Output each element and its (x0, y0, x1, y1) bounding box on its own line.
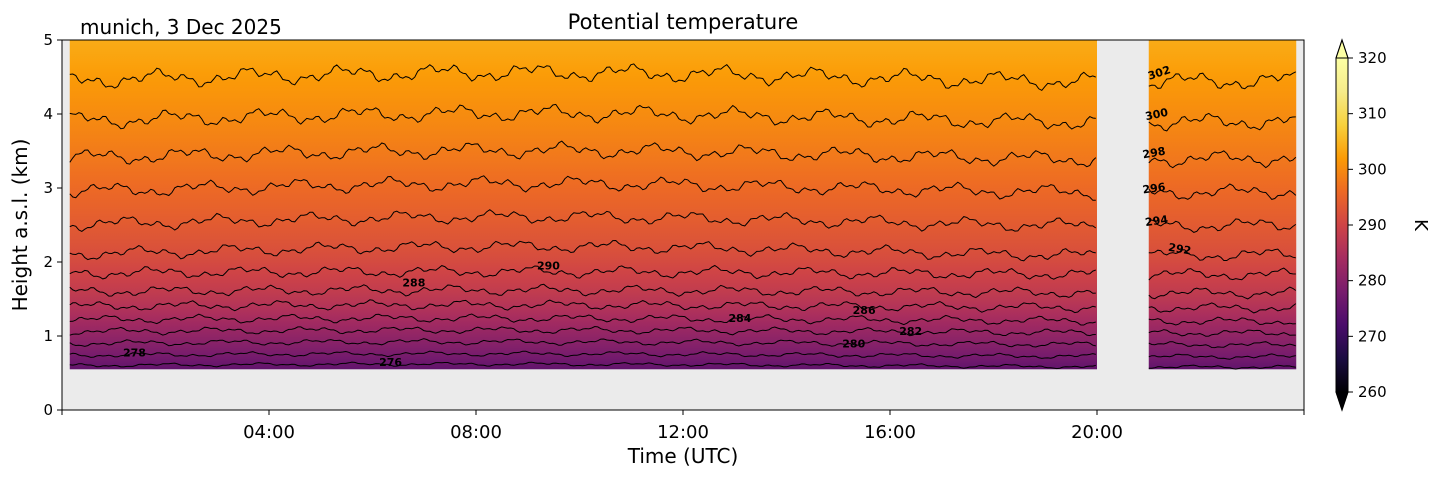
contour-line-290 (1148, 267, 1296, 281)
data-segment-1 (69, 40, 1098, 370)
contour-label-296: 296 (1142, 180, 1167, 196)
contour-line-288 (1148, 286, 1297, 300)
y-tick-label: 5 (43, 31, 53, 49)
y-tick-label: 3 (43, 179, 53, 197)
contour-line-302 (69, 63, 1096, 92)
contour-line-300 (1148, 112, 1296, 132)
data-segment-2 (1148, 40, 1297, 370)
contour-line-288 (69, 283, 1096, 299)
contour-label-294: 294 (1144, 213, 1169, 229)
contour-lines (69, 63, 1297, 370)
contour-line-276 (69, 361, 1096, 370)
contour-label-288: 288 (402, 277, 425, 290)
colorbar-label: K (1410, 219, 1429, 232)
contour-line-302 (1148, 71, 1297, 90)
x-tick-label: 08:00 (450, 422, 502, 443)
contour-line-282 (69, 325, 1096, 337)
y-tick-label: 1 (43, 327, 53, 345)
data-segments (69, 40, 1297, 370)
contour-line-294 (1148, 218, 1297, 233)
contour-line-292 (1148, 248, 1296, 261)
x-tick-label: 12:00 (657, 422, 709, 443)
contour-label-280: 280 (842, 337, 865, 350)
colorbar-tick-label: 320 (1358, 49, 1387, 67)
colorbar-extend-max (1335, 38, 1349, 59)
colorbar-ticks: 260 270 280 290 300 310 320 (1348, 49, 1387, 401)
colorbar-gradient (1336, 58, 1348, 392)
contour-line-298 (1148, 150, 1297, 169)
contour-label-290: 290 (537, 260, 560, 273)
contour-line-280 (1148, 341, 1296, 349)
colorbar: 260 270 280 290 300 310 320 K (1335, 38, 1429, 412)
colorbar-tick-label: 260 (1358, 383, 1387, 401)
y-axis: 0 1 2 3 4 5 (43, 31, 62, 419)
colorbar-tick-label: 270 (1358, 327, 1387, 345)
colorbar-tick-label: 300 (1358, 160, 1387, 178)
colorbar-tick-label: 280 (1358, 272, 1387, 290)
contour-label-284: 284 (728, 312, 751, 325)
contour-line-284 (1148, 316, 1296, 326)
x-axis-label: Time (UTC) (627, 444, 739, 468)
colorbar-tick-label: 310 (1358, 105, 1387, 123)
y-axis-label: Height a.s.l. (km) (8, 139, 32, 312)
contour-line-300 (69, 103, 1096, 130)
contour-line-296 (1148, 183, 1297, 200)
contour-label-292: 292 (1167, 241, 1192, 258)
contour-label-278: 278 (123, 346, 146, 359)
contour-line-296 (69, 175, 1096, 201)
y-tick-label: 2 (43, 253, 53, 271)
chart-subtitle: munich, 3 Dec 2025 (80, 15, 282, 39)
contour-line-280 (69, 338, 1096, 348)
colorbar-extend-min (1335, 391, 1349, 412)
colorbar-tick-label: 290 (1358, 216, 1387, 234)
contour-line-282 (1148, 329, 1296, 337)
contour-label-300: 300 (1144, 106, 1170, 124)
contour-label-286: 286 (853, 304, 876, 317)
y-tick-label: 4 (43, 105, 53, 123)
contour-label-276: 276 (379, 356, 402, 369)
chart-title: Potential temperature (568, 10, 799, 34)
contour-line-276 (1148, 364, 1296, 370)
contour-line-278 (69, 350, 1096, 359)
contour-line-298 (69, 140, 1097, 168)
contour-line-286 (69, 299, 1096, 314)
x-tick-label: 04:00 (243, 422, 295, 443)
y-tick-label: 0 (43, 401, 53, 419)
x-axis: 04:00 08:00 12:00 16:00 20:00 (61, 410, 1305, 443)
x-tick-label: 20:00 (1071, 422, 1123, 443)
contour-line-290 (69, 264, 1096, 280)
contour-line-278 (1148, 353, 1296, 360)
plot-area: 2762782802822842862882902922942962983003… (61, 39, 1305, 411)
contour-label-282: 282 (899, 325, 922, 338)
contour-label-298: 298 (1142, 145, 1167, 162)
contour-line-284 (69, 313, 1096, 326)
contour-line-286 (1148, 302, 1297, 314)
x-tick-label: 16:00 (864, 422, 916, 443)
contour-line-292 (69, 239, 1096, 262)
contour-line-294 (69, 209, 1097, 232)
